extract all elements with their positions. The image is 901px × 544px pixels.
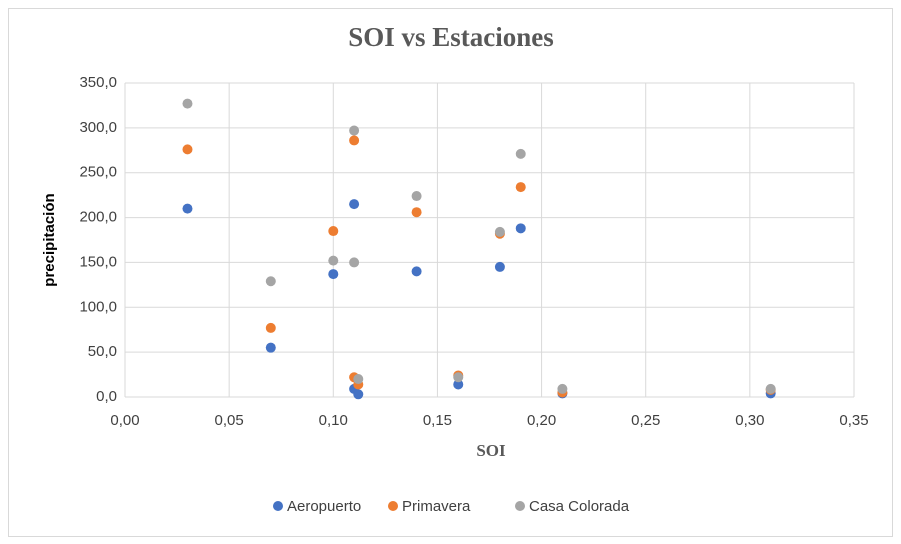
- y-tick-label: 150,0: [79, 253, 117, 270]
- legend-label: Aeropuerto: [287, 498, 361, 515]
- x-axis-label: SOI: [476, 441, 506, 460]
- y-tick-label: 200,0: [79, 209, 117, 226]
- legend-marker: [515, 501, 525, 511]
- point: [328, 255, 339, 266]
- point: [265, 342, 276, 353]
- point: [265, 322, 276, 333]
- y-tick-label: 100,0: [79, 298, 117, 315]
- point: [353, 389, 364, 400]
- point: [515, 182, 526, 193]
- point: [182, 98, 193, 109]
- x-tick-label: 0,00: [110, 412, 139, 429]
- point: [765, 383, 776, 394]
- chart-title: SOI vs Estaciones: [348, 22, 554, 52]
- point: [515, 148, 526, 159]
- y-tick-label: 50,0: [88, 343, 117, 360]
- x-tick-label: 0,20: [527, 412, 556, 429]
- point: [265, 276, 276, 287]
- x-tick-label: 0,10: [319, 412, 348, 429]
- point: [182, 144, 193, 155]
- x-tick-label: 0,05: [215, 412, 244, 429]
- point: [349, 257, 360, 268]
- y-tick-label: 250,0: [79, 164, 117, 181]
- point: [182, 203, 193, 214]
- point: [328, 226, 339, 237]
- x-tick-label: 0,15: [423, 412, 452, 429]
- point: [453, 379, 464, 390]
- point: [453, 372, 464, 383]
- point: [349, 199, 360, 210]
- legend-marker: [273, 501, 283, 511]
- x-tick-label: 0,25: [631, 412, 660, 429]
- point: [557, 383, 568, 394]
- y-axis-label: precipitación: [41, 193, 58, 286]
- point: [411, 191, 422, 202]
- legend-label: Primavera: [402, 498, 471, 515]
- y-tick-label: 350,0: [79, 74, 117, 91]
- point: [494, 226, 505, 237]
- point: [515, 223, 526, 234]
- point: [328, 269, 339, 280]
- x-tick-label: 0,30: [735, 412, 764, 429]
- legend-label: Casa Colorada: [529, 498, 630, 515]
- point: [349, 135, 360, 146]
- point: [411, 266, 422, 277]
- x-tick-label: 0,35: [839, 412, 868, 429]
- chart-border: [8, 8, 893, 537]
- point: [411, 207, 422, 218]
- legend-marker: [388, 501, 398, 511]
- point: [353, 374, 364, 385]
- y-tick-label: 300,0: [79, 119, 117, 136]
- y-tick-label: 0,0: [96, 388, 117, 405]
- point: [349, 125, 360, 136]
- point: [494, 261, 505, 272]
